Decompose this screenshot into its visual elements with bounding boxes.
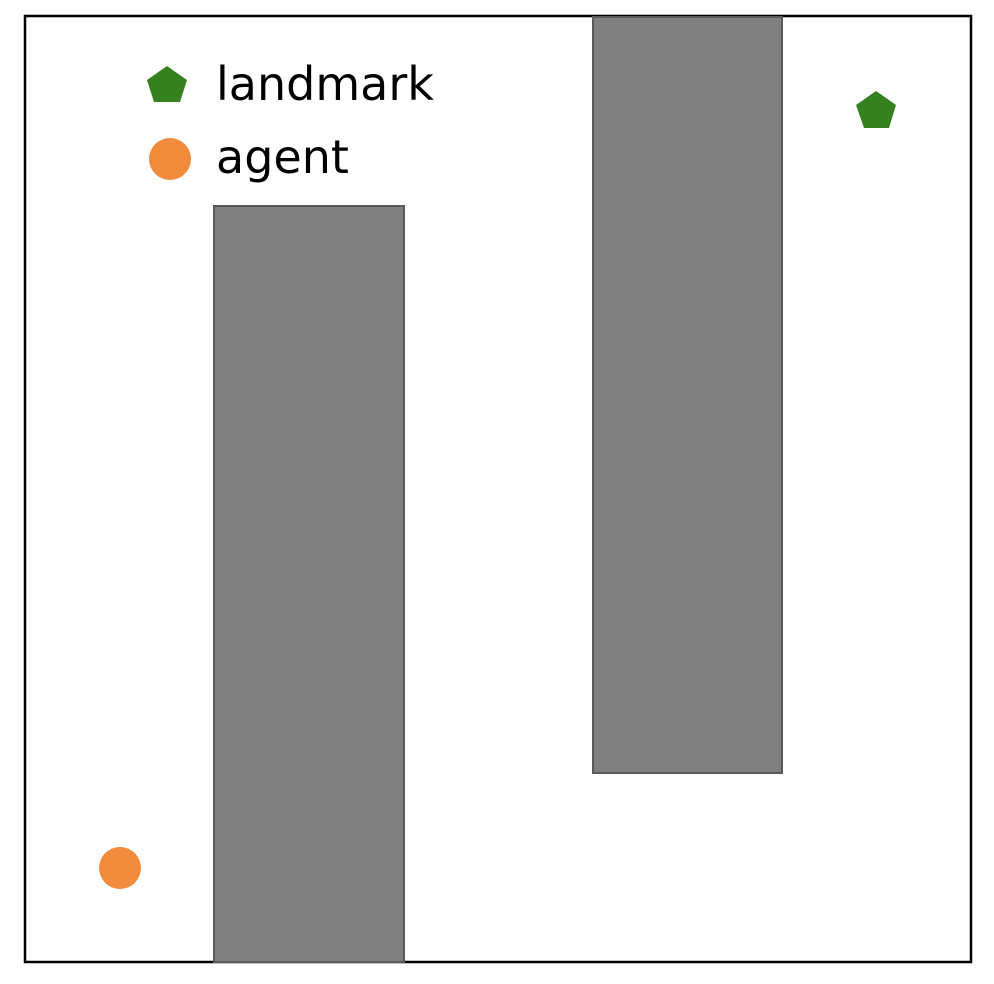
landmark-pentagon-icon <box>856 91 896 128</box>
legend-item-agent: agent <box>149 130 349 184</box>
legend: landmark agent <box>147 57 434 184</box>
legend-item-landmark: landmark <box>147 57 434 111</box>
legend-circle-icon <box>149 138 191 180</box>
obstacle-right-wall <box>592 16 783 774</box>
legend-label-agent: agent <box>216 130 349 184</box>
obstacle-left-wall <box>213 205 405 963</box>
legend-label-landmark: landmark <box>216 57 434 111</box>
legend-pentagon-icon <box>147 66 187 102</box>
agent-circle-icon <box>99 847 141 889</box>
